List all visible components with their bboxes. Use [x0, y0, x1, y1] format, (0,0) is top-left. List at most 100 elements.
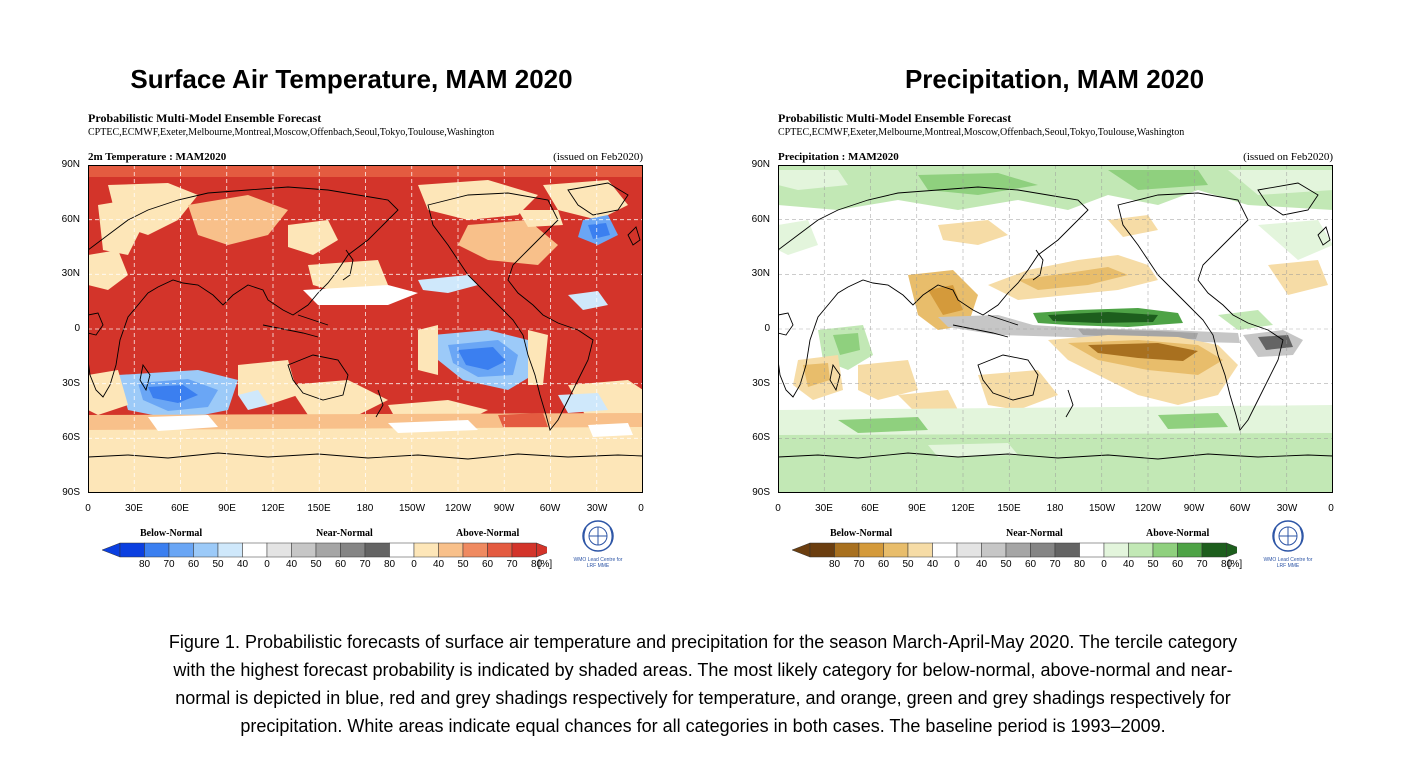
category-near-normal: Near-Normal	[316, 528, 373, 539]
colorbar-swatch	[1054, 542, 1080, 558]
colorbar-label: 50	[902, 559, 914, 570]
centres-list: CPTEC,ECMWF,Exeter,Melbourne,Montreal,Mo…	[778, 127, 1185, 138]
wmo-logo-text: WMO Lead Centre for LRF MME	[1263, 557, 1313, 569]
lon-label: 30E	[815, 503, 833, 514]
colorbar-swatch	[242, 542, 268, 558]
gridlines	[778, 165, 1333, 493]
coastlines	[778, 182, 1333, 460]
colorbar-swatch	[956, 542, 982, 558]
colorbar-arrow-right	[1226, 542, 1237, 558]
lon-label: 60E	[171, 503, 189, 514]
lon-label: 60W	[1229, 503, 1251, 514]
colorbar-swatch	[168, 542, 194, 558]
wmo-logo	[1272, 520, 1304, 552]
lat-label: 30N	[61, 268, 80, 279]
temperature-map	[88, 165, 643, 493]
lon-label: 30E	[125, 503, 143, 514]
colorbar-label: 70	[359, 559, 371, 570]
colorbar	[792, 542, 1237, 558]
category-above-normal: Above-Normal	[1146, 528, 1210, 539]
colorbar-label: 60	[1024, 559, 1037, 570]
caption-line: normal is depicted in blue, red and grey…	[175, 688, 1231, 708]
category-below-normal: Below-Normal	[830, 528, 893, 539]
colorbar-label: 0	[1101, 559, 1107, 570]
lon-label: 60E	[861, 503, 879, 514]
lon-label: 90E	[908, 503, 926, 514]
map-title: 2m Temperature : MAM2020	[88, 151, 227, 163]
lat-label: 30N	[751, 268, 770, 279]
map-frame	[88, 165, 643, 493]
colorbar-swatch	[809, 542, 835, 558]
colorbar-label: 60	[1171, 559, 1184, 570]
wmo-logo	[582, 520, 614, 552]
colorbar-swatch	[1103, 542, 1129, 558]
category-below-normal: Below-Normal	[140, 528, 203, 539]
lat-label: 90N	[61, 159, 80, 170]
colorbar-label: 50	[1000, 559, 1012, 570]
colorbar-label: 40	[285, 559, 298, 570]
colorbar-swatch	[144, 542, 170, 558]
lat-label: 30S	[62, 378, 80, 389]
colorbar-arrow-left	[792, 542, 811, 558]
colorbar-swatch	[266, 542, 292, 558]
colorbar-swatch	[119, 542, 145, 558]
colorbar-label: 50	[1147, 559, 1159, 570]
lon-label: 30W	[1276, 503, 1298, 514]
colorbar-swatch	[364, 542, 390, 558]
colorbar-label: 50	[457, 559, 469, 570]
colorbar-swatch	[834, 542, 860, 558]
lon-label: 180	[356, 503, 374, 514]
lon-label: 90E	[218, 503, 236, 514]
colorbar-swatch	[193, 542, 219, 558]
colorbar-label: 40	[236, 559, 249, 570]
colorbar-swatch	[413, 542, 439, 558]
colorbar-label: 80	[828, 559, 841, 570]
lon-label: 30W	[586, 503, 608, 514]
lon-label: 90W	[1183, 503, 1205, 514]
colorbar-label: 70	[853, 559, 865, 570]
lat-label: 60N	[61, 214, 80, 225]
colorbar-swatch	[487, 542, 513, 558]
lon-label: 120E	[261, 503, 285, 514]
colorbar-swatch	[883, 542, 909, 558]
lon-label: 0	[1328, 503, 1334, 514]
lat-label: 0	[74, 323, 80, 334]
colorbar-label: 80	[138, 559, 151, 570]
lon-label: 150W	[398, 503, 426, 514]
colorbar-swatch	[462, 542, 488, 558]
panel-title: Surface Air Temperature, MAM 2020	[130, 64, 573, 94]
colorbar-label: 0	[264, 559, 270, 570]
category-near-normal: Near-Normal	[1006, 528, 1063, 539]
lon-label: 150E	[307, 503, 331, 514]
colorbar-label: 70	[1049, 559, 1061, 570]
lon-label: 150E	[997, 503, 1021, 514]
lon-label: 90W	[493, 503, 515, 514]
wmo-logo-text: WMO Lead Centre for LRF MME	[573, 557, 623, 569]
centres-list: CPTEC,ECMWF,Exeter,Melbourne,Montreal,Mo…	[88, 127, 495, 138]
colorbar-label: 60	[877, 559, 890, 570]
caption-line: precipitation. White areas indicate equa…	[240, 716, 1166, 736]
colorbar-label: 50	[212, 559, 224, 570]
forecast-subtitle: Probabilistic Multi-Model Ensemble Forec…	[88, 111, 322, 125]
colorbar-swatch	[217, 542, 243, 558]
map-title: Precipitation : MAM2020	[778, 151, 899, 163]
temperature-panel: Surface Air Temperature, MAM 2020 Probab…	[0, 0, 703, 600]
lat-label: 60N	[751, 214, 770, 225]
lat-label: 30S	[752, 378, 770, 389]
caption-line: Figure 1. Probabilistic forecasts of sur…	[168, 632, 1238, 652]
colorbar-swatch	[511, 542, 537, 558]
lat-label: 60S	[752, 432, 770, 443]
caption-line: with the highest forecast probability is…	[173, 660, 1233, 680]
colorbar-label: 50	[310, 559, 322, 570]
colorbar-swatch	[438, 542, 464, 558]
colorbar-label: 80	[530, 559, 543, 570]
colorbar-label: 0	[411, 559, 417, 570]
colorbar-label: 60	[187, 559, 200, 570]
colorbar-swatch	[1201, 542, 1227, 558]
precipitation-panel: Precipitation, MAM 2020 Probabilistic Mu…	[703, 0, 1406, 600]
colorbar-swatch	[389, 542, 415, 558]
colorbar-swatch	[1128, 542, 1154, 558]
colorbar-label: 70	[506, 559, 518, 570]
precipitation-map	[778, 165, 1333, 493]
colorbar-arrow-left	[102, 542, 121, 558]
